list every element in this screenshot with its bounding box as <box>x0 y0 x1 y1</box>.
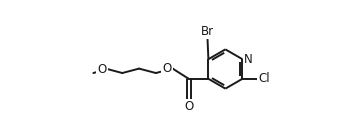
Text: O: O <box>163 62 172 75</box>
Text: N: N <box>244 53 253 66</box>
Text: Br: Br <box>201 25 214 38</box>
Text: O: O <box>184 100 193 113</box>
Text: Cl: Cl <box>258 72 270 85</box>
Text: O: O <box>97 63 106 75</box>
